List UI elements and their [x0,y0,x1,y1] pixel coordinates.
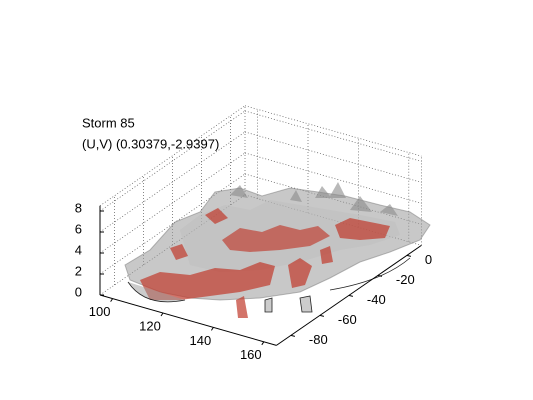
z-tick-label: 2 [75,263,82,278]
x-tick-label: 140 [190,333,212,348]
chart-subtitle: (U,V) (0.30379,-2.9397) [82,136,219,151]
contour [127,281,313,313]
x-tick [160,312,164,317]
z-tick-label: 4 [75,242,82,257]
grid-line [244,173,422,225]
y-tick [406,254,412,257]
y-tick-label: -80 [309,332,328,347]
isosurfaces [124,182,431,318]
x-tick [210,327,214,331]
y-tick [319,314,325,317]
grid-line [244,110,422,162]
y-tick-label: -20 [396,272,415,287]
z-tick-label: 6 [75,221,82,236]
box-edge [244,105,422,157]
chart-title: Storm 85 [82,115,135,130]
z-tick-label: 0 [75,284,82,299]
x-tick [110,298,114,302]
y-tick [348,294,354,297]
axis-layer: 100 120 140 160 0 -20 -40 -60 -80 0 2 4 6 8 [75,200,432,362]
x-tick-label: 100 [89,304,111,319]
y-tick-label: 0 [425,252,432,267]
x-tick-label: 160 [240,347,262,362]
x-tick-label: 120 [139,318,161,333]
grid-line [244,152,422,204]
gray-peaks [230,182,398,216]
x-axis [99,294,277,346]
y-tick [377,274,383,277]
z-tick-label: 8 [75,200,82,215]
y-tick [290,334,296,337]
x-tick [261,341,265,346]
y-tick-label: -60 [338,312,357,327]
red-isosurface [140,262,275,300]
red-isosurface [222,225,330,252]
y-tick-label: -40 [367,292,386,307]
grid-line [244,131,422,183]
